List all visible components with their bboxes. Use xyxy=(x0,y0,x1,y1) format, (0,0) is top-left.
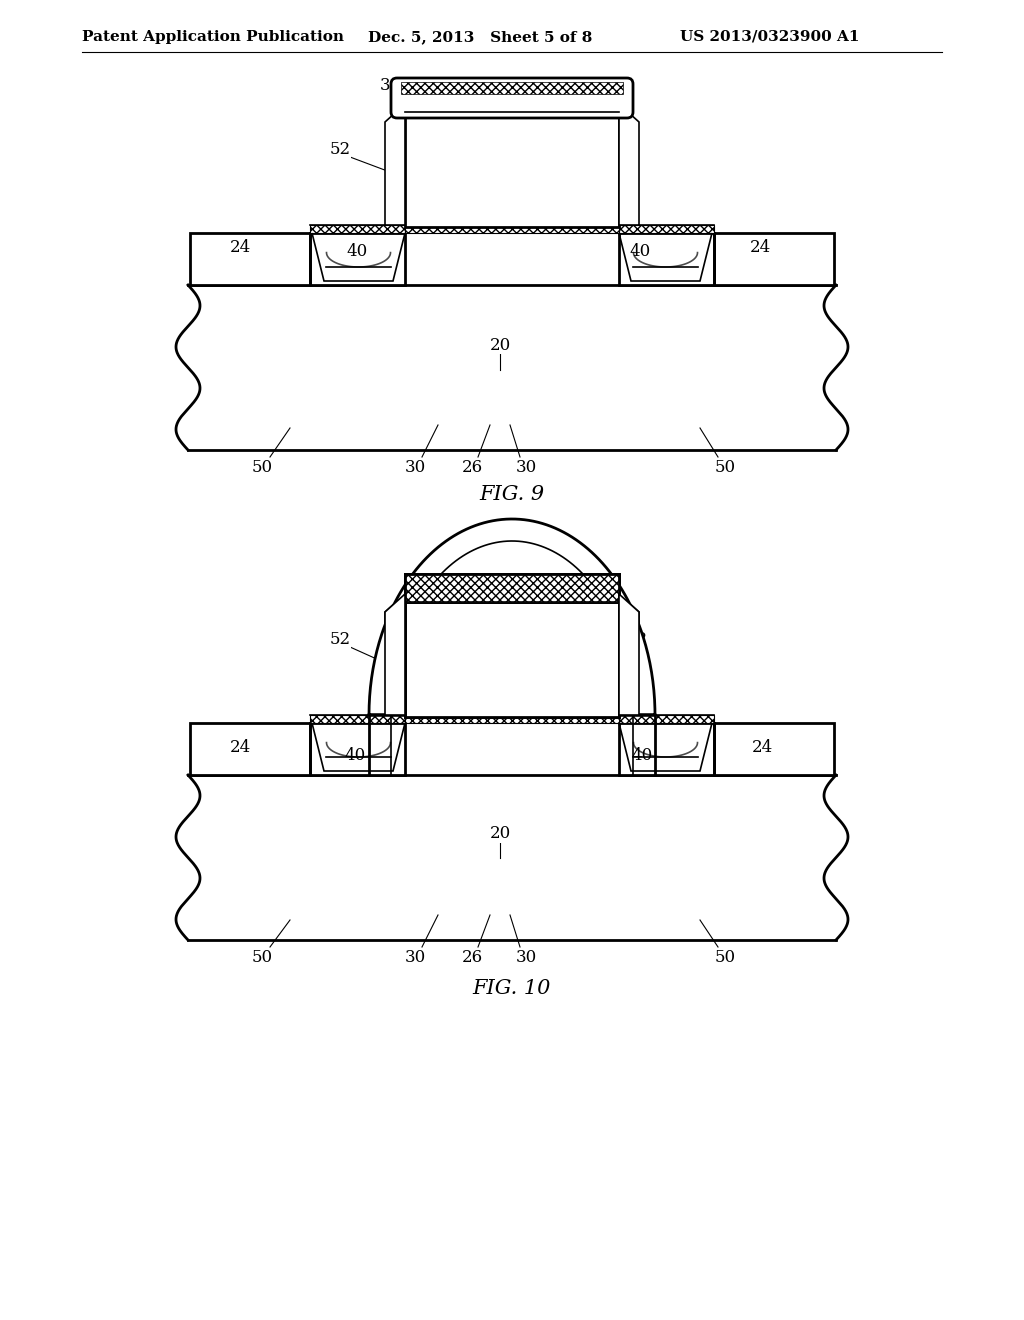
Bar xyxy=(406,112,618,227)
Polygon shape xyxy=(618,104,639,224)
Text: 40: 40 xyxy=(632,747,652,763)
Text: 50: 50 xyxy=(715,949,735,965)
Text: 30: 30 xyxy=(515,949,537,965)
Polygon shape xyxy=(618,594,639,715)
Text: 30: 30 xyxy=(404,949,426,965)
Bar xyxy=(618,715,714,723)
Text: 52: 52 xyxy=(627,631,647,648)
Bar xyxy=(406,574,618,602)
Bar xyxy=(401,82,623,94)
Text: 20: 20 xyxy=(489,337,511,354)
Text: 26: 26 xyxy=(462,949,482,965)
Polygon shape xyxy=(385,594,406,715)
Text: 52: 52 xyxy=(620,141,641,158)
Text: 50: 50 xyxy=(252,949,272,965)
Text: 20: 20 xyxy=(489,825,511,842)
Bar xyxy=(406,574,618,602)
Text: 24: 24 xyxy=(750,239,771,256)
Bar xyxy=(310,715,406,723)
Polygon shape xyxy=(310,234,406,285)
Polygon shape xyxy=(618,594,639,715)
Bar xyxy=(618,224,714,234)
Bar xyxy=(406,574,618,602)
Text: FIG. 9: FIG. 9 xyxy=(479,486,545,504)
Text: 50: 50 xyxy=(715,458,735,475)
Polygon shape xyxy=(714,234,834,285)
Text: 34: 34 xyxy=(537,77,558,94)
Polygon shape xyxy=(310,723,406,775)
Bar xyxy=(406,602,618,717)
Text: FIG. 10: FIG. 10 xyxy=(473,978,551,998)
Polygon shape xyxy=(385,104,406,224)
Text: 24: 24 xyxy=(752,739,773,756)
Polygon shape xyxy=(714,723,834,775)
Bar xyxy=(188,775,836,940)
Text: 28: 28 xyxy=(487,664,509,681)
Text: 34: 34 xyxy=(379,77,400,94)
Bar xyxy=(406,224,618,234)
FancyBboxPatch shape xyxy=(391,78,633,117)
Text: Dec. 5, 2013   Sheet 5 of 8: Dec. 5, 2013 Sheet 5 of 8 xyxy=(368,30,592,44)
Text: 50: 50 xyxy=(252,458,272,475)
Text: Patent Application Publication: Patent Application Publication xyxy=(82,30,344,44)
Text: 26: 26 xyxy=(462,458,482,475)
Polygon shape xyxy=(618,234,714,285)
Text: 54: 54 xyxy=(543,577,563,594)
Text: 40: 40 xyxy=(344,747,366,763)
Bar xyxy=(310,224,406,234)
Text: 24: 24 xyxy=(229,739,251,756)
Polygon shape xyxy=(190,234,310,285)
Text: 24: 24 xyxy=(229,239,251,256)
Polygon shape xyxy=(618,723,714,775)
Bar xyxy=(406,715,618,723)
Text: 30: 30 xyxy=(404,458,426,475)
Text: US 2013/0323900 A1: US 2013/0323900 A1 xyxy=(680,30,859,44)
Text: 52: 52 xyxy=(330,141,350,158)
Text: 28: 28 xyxy=(487,161,509,178)
Text: 30: 30 xyxy=(515,458,537,475)
Text: 40: 40 xyxy=(346,243,368,260)
Text: 52: 52 xyxy=(330,631,350,648)
Polygon shape xyxy=(190,723,310,775)
Bar xyxy=(188,285,836,450)
Bar xyxy=(406,574,618,602)
Text: 40: 40 xyxy=(630,243,650,260)
Bar xyxy=(406,602,618,717)
Polygon shape xyxy=(385,594,406,715)
Polygon shape xyxy=(369,519,655,715)
